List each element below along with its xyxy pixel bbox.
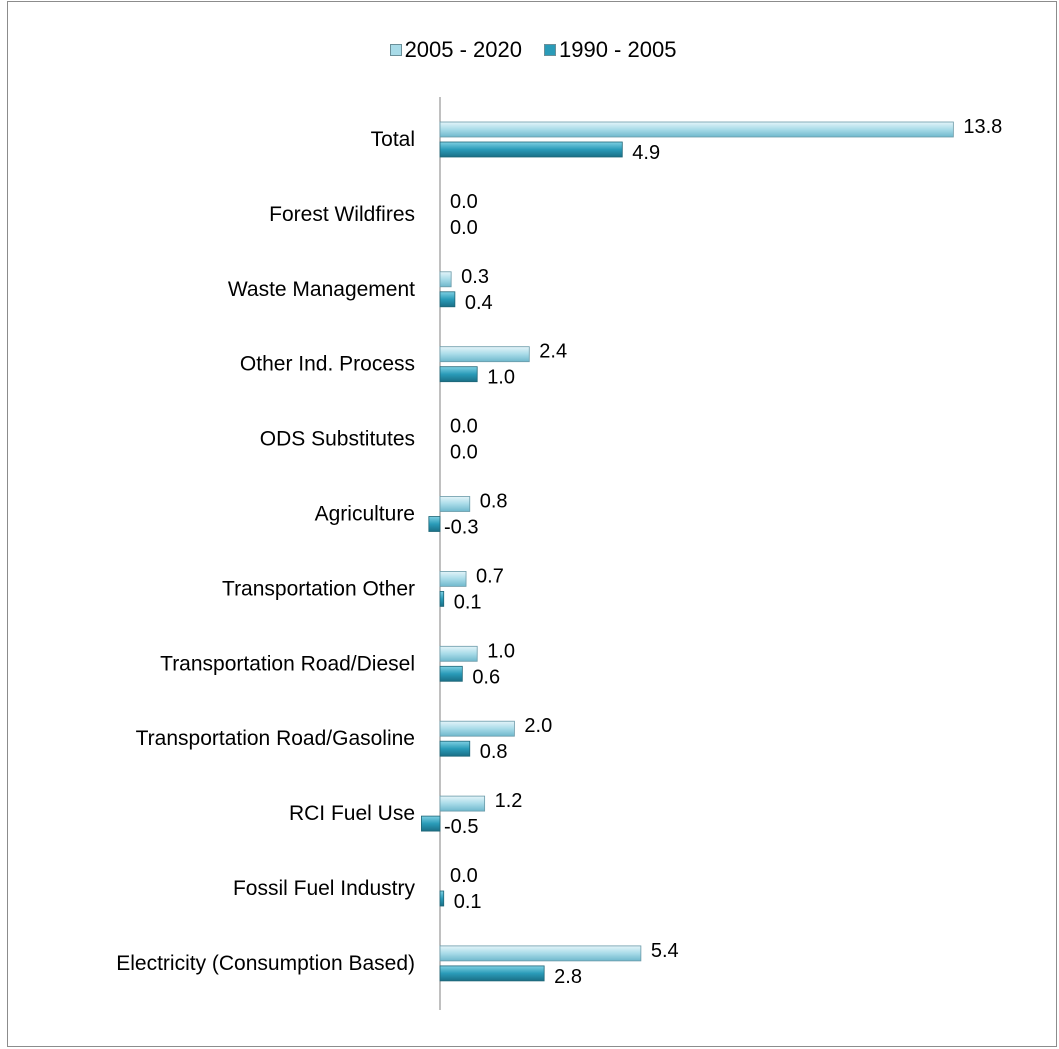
bar-series-2 — [439, 890, 445, 907]
bar-series-1 — [439, 571, 467, 587]
data-label-series-1: 13.8 — [963, 116, 1002, 138]
bar-series-2 — [420, 815, 441, 832]
data-label-series-2: 0.0 — [450, 217, 478, 239]
data-label-series-2: 1.0 — [487, 367, 515, 389]
data-label-series-2: 0.8 — [480, 741, 508, 763]
data-label-series-2: -0.3 — [444, 517, 478, 539]
legend-item-series-2: 1990 - 2005 — [544, 37, 676, 63]
category-label: Transportation Other — [222, 577, 415, 600]
legend-swatch-series-1 — [389, 44, 402, 56]
bar-series-1 — [439, 496, 471, 512]
bar-series-2 — [439, 740, 471, 757]
data-label-series-2: 0.1 — [454, 891, 482, 913]
bar-series-2 — [439, 665, 463, 682]
bar-chart: Total 13.8 4.9 Forest Wildfires 0.0 0.0 Waste … — [116, 97, 1002, 1010]
category-label: Waste Management — [228, 278, 415, 301]
legend-label-series-1: 2005 - 2020 — [404, 37, 522, 62]
data-label-series-1: 0.0 — [450, 416, 478, 438]
bar-series-1 — [439, 720, 515, 737]
bar-series-2 — [428, 516, 441, 532]
data-label-series-1: 2.4 — [539, 341, 567, 363]
bar-series-1 — [439, 271, 452, 288]
category-label: ODS Substitutes — [260, 428, 415, 451]
legend-item-series-1: 2005 - 2020 — [389, 37, 522, 63]
bar-series-2 — [439, 965, 545, 982]
bar-series-1 — [439, 645, 478, 662]
category-label: Agriculture — [315, 503, 415, 526]
data-label-series-1: 1.2 — [495, 790, 523, 812]
category-label: RCI Fuel Use — [289, 802, 415, 825]
category-label: Fossil Fuel Industry — [233, 877, 416, 900]
bar-series-2 — [439, 141, 623, 158]
data-label-series-1: 0.3 — [461, 266, 489, 288]
bar-series-1 — [439, 346, 530, 363]
data-label-series-1: 2.0 — [524, 715, 552, 737]
legend: 2005 - 2020 1990 - 2005 — [8, 32, 1058, 68]
data-label-series-1: 0.0 — [450, 865, 478, 887]
data-label-series-2: 2.8 — [554, 966, 582, 988]
data-label-series-2: 0.0 — [450, 442, 478, 464]
bar-series-2 — [439, 591, 445, 607]
data-label-series-2: 0.4 — [465, 292, 493, 314]
chart-frame: 2005 - 2020 1990 - 2005 Total 13.8 4.9 Fore… — [7, 1, 1057, 1047]
legend-swatch-series-2 — [544, 44, 556, 56]
category-label: Other Ind. Process — [240, 353, 415, 376]
category-label: Total — [371, 128, 415, 151]
bar-series-1 — [439, 121, 954, 138]
bar-series-1 — [439, 795, 486, 812]
data-label-series-1: 0.7 — [476, 565, 504, 587]
data-label-series-1: 0.0 — [450, 191, 478, 213]
data-label-series-2: 0.6 — [472, 666, 500, 688]
data-label-series-1: 0.8 — [480, 491, 508, 513]
legend-label-series-2: 1990 - 2005 — [559, 37, 677, 62]
category-label: Transportation Road/Diesel — [160, 652, 415, 675]
data-label-series-2: 0.1 — [454, 591, 482, 613]
bar-series-2 — [439, 366, 478, 383]
data-label-series-1: 1.0 — [487, 640, 515, 662]
category-label: Transportation Road/Gasoline — [136, 727, 415, 750]
category-label: Forest Wildfires — [269, 203, 415, 226]
category-label: Electricity (Consumption Based) — [116, 952, 415, 975]
bar-series-1 — [439, 945, 642, 962]
data-label-series-2: -0.5 — [444, 816, 478, 838]
bar-series-2 — [439, 291, 456, 308]
data-label-series-1: 5.4 — [651, 940, 679, 962]
data-label-series-2: 4.9 — [632, 142, 660, 164]
